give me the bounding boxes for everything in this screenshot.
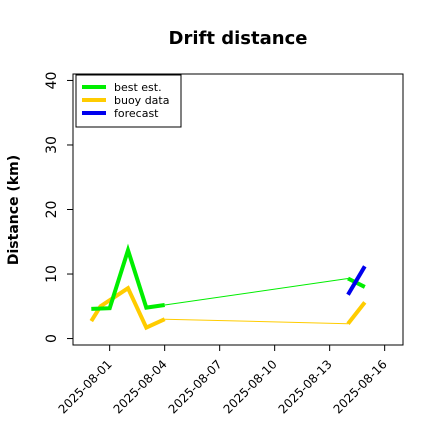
y-tick-label: 40 (44, 72, 60, 90)
x-tick-label: 2025-08-01 (56, 357, 115, 416)
y-tick-label: 20 (44, 201, 60, 219)
series-line-segment (91, 243, 165, 311)
chart-title: Drift distance (169, 28, 308, 49)
legend-label: buoy data (114, 94, 169, 107)
x-tick-label: 2025-08-07 (166, 357, 225, 416)
x-tick-label: 2025-08-16 (331, 357, 390, 416)
series-buoy-data (89, 285, 367, 331)
series-line-segment (346, 265, 367, 296)
series-connector-line (164, 278, 349, 306)
x-tick-label: 2025-08-04 (111, 357, 170, 416)
series-forecast (346, 265, 367, 296)
series-line-segment (89, 285, 166, 331)
plot-area (89, 243, 367, 331)
x-tick-label: 2025-08-10 (221, 357, 280, 416)
y-axis-label: Distance (km) (6, 155, 22, 265)
y-tick-label: 30 (44, 136, 60, 154)
series-connector-line (164, 318, 349, 325)
legend-label: forecast (114, 107, 159, 120)
y-tick-label: 10 (44, 265, 60, 283)
series-line-segment (346, 301, 367, 325)
legend-label: best est. (114, 81, 162, 94)
x-tick-label: 2025-08-13 (276, 357, 335, 416)
y-tick-label: 0 (44, 334, 60, 343)
